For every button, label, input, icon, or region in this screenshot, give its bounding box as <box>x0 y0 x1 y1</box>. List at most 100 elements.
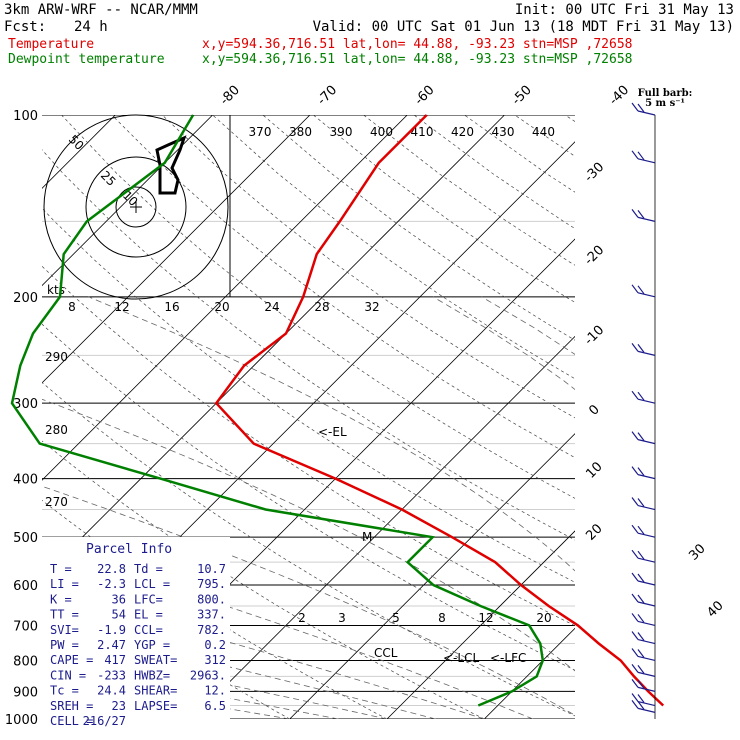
parcel-info-value: SWEAT= <box>134 653 177 667</box>
side-theta-label: 290 <box>45 350 68 364</box>
hodograph-ring-10 <box>115 186 157 228</box>
parcel-info-value: 23 <box>112 699 126 713</box>
isotherm-line <box>289 433 575 719</box>
dry-adiabat <box>212 115 575 380</box>
pressure-label-400: 400 <box>13 473 38 488</box>
wind-barb <box>631 284 656 298</box>
legend-temperature-info: x,y=594.36,716.51 lat,lon= 44.88, -93.23… <box>202 37 632 52</box>
valid-time: Valid: 00 UTC Sat 01 Jun 13 (18 MDT Fri … <box>313 19 734 35</box>
parcel-info-value: LFC= <box>134 592 163 606</box>
parcel-info-value: LAPSE= <box>134 699 177 713</box>
wind-barb <box>631 497 656 511</box>
dry-adiabat <box>363 115 575 266</box>
parcel-info-value: 36 <box>112 592 126 606</box>
parcel-info-value: 12. <box>204 684 226 698</box>
parcel-info-value: CIN = <box>50 668 86 682</box>
parcel-info-value: 795. <box>197 577 226 591</box>
isotherm-label: -30 <box>582 160 608 186</box>
annotation-label: <-EL <box>318 425 347 439</box>
wind-barb <box>631 693 656 707</box>
parcel-info-value: 312 <box>204 653 226 667</box>
dry-adiabat <box>514 115 575 157</box>
parcel-info-title: Parcel Info <box>86 542 172 557</box>
dewpoint-line <box>10 114 545 707</box>
wind-barb <box>631 572 656 586</box>
sounding-series <box>10 114 665 707</box>
pressure-label-300: 300 <box>13 397 38 412</box>
isotherm-label: -70 <box>315 83 341 109</box>
dry-adiabat <box>42 381 575 717</box>
pressure-label-800: 800 <box>13 654 38 669</box>
wind-barb <box>631 679 656 692</box>
isotherm-label: 20 <box>583 521 605 543</box>
annotations: <-EL M CCL <-LCL <-LFC <box>318 425 526 665</box>
isotherm-label: -80 <box>217 83 243 109</box>
isotherm-line <box>192 335 575 719</box>
moist-adiabat <box>42 621 436 719</box>
pressure-label-1000: 1000 <box>5 713 38 728</box>
init-time: Init: 00 UTC Fri 31 May 13 <box>515 2 734 18</box>
dry-adiabat <box>161 115 575 419</box>
forecast-label: Fcst: <box>4 19 46 35</box>
pressure-label-200: 200 <box>13 291 38 306</box>
mixing-ratio-label: 5 <box>392 611 400 625</box>
parcel-info-value: Tc = <box>50 684 79 698</box>
theta-label: 390 <box>330 125 353 139</box>
wind-barb <box>631 593 656 607</box>
parcel-info-value: 24.4 <box>97 684 126 698</box>
isotherm-label: -20 <box>582 243 608 269</box>
isotherm-label: 40 <box>704 598 726 620</box>
dry-adiabat <box>313 115 575 303</box>
wind-barb <box>631 390 656 404</box>
wind-barb <box>631 631 656 645</box>
pressure-label-500: 500 <box>13 531 38 546</box>
theta-label: 400 <box>370 125 393 139</box>
dry-adiabat <box>42 323 575 671</box>
parcel-info-value: LI = <box>50 577 79 591</box>
parcel-info-value: 2963. <box>190 668 226 682</box>
barb-legend-unit: 5 m s⁻¹ <box>645 98 685 109</box>
parcel-info-value: YGP = <box>134 638 170 652</box>
hodograph-speed-label: 24 <box>264 300 279 314</box>
dry-adiabat <box>413 115 575 229</box>
hodograph-ring-label: 50 <box>66 132 87 153</box>
parcel-info-value: 417 <box>104 653 126 667</box>
isotherm-label: 10 <box>583 459 605 481</box>
dry-adiabat <box>42 265 575 627</box>
mixing-ratio-label: 8 <box>438 611 446 625</box>
theta-label: 420 <box>451 125 474 139</box>
parcel-info-value: 54 <box>112 608 126 622</box>
pressure-label-900: 900 <box>13 685 38 700</box>
annotation-label: CCL <box>374 646 398 660</box>
mixing-ratio-label: 2 <box>298 611 306 625</box>
hodograph-speed-label: 16 <box>164 300 179 314</box>
dry-adiabat <box>564 115 575 122</box>
pressure-label-700: 700 <box>13 619 38 634</box>
parcel-info-value: Td = <box>134 562 163 576</box>
hodograph-trace <box>155 135 187 195</box>
dry-adiabat <box>61 115 575 499</box>
theta-label: 410 <box>411 125 434 139</box>
parcel-info-value: 0.2 <box>204 638 226 652</box>
hodograph-speed-label: 32 <box>364 300 379 314</box>
isotherm-line <box>582 115 740 719</box>
isotherm-label: -10 <box>582 323 608 349</box>
parcel-info-value: LCL = <box>134 577 170 591</box>
parcel-info-value: TT = <box>50 608 79 622</box>
wind-barb <box>631 466 656 480</box>
parcel-info-value: CCL= <box>134 623 163 637</box>
isotherm-line <box>386 530 575 719</box>
isotherm-label: -60 <box>412 83 438 109</box>
isotherm-label: 0 <box>586 402 602 418</box>
wind-barb <box>631 664 656 677</box>
parcel-info-value: K = <box>50 592 72 606</box>
hodograph-speed-label: 12 <box>114 300 129 314</box>
mixing-ratio-label: 20 <box>536 611 551 625</box>
isotherm-line <box>42 115 213 287</box>
side-theta-label: 270 <box>45 495 68 509</box>
wind-barb <box>631 549 656 563</box>
parcel-info-value: HWBZ= <box>134 668 170 682</box>
legend-dewpoint-name: Dewpoint temperature <box>8 52 165 67</box>
